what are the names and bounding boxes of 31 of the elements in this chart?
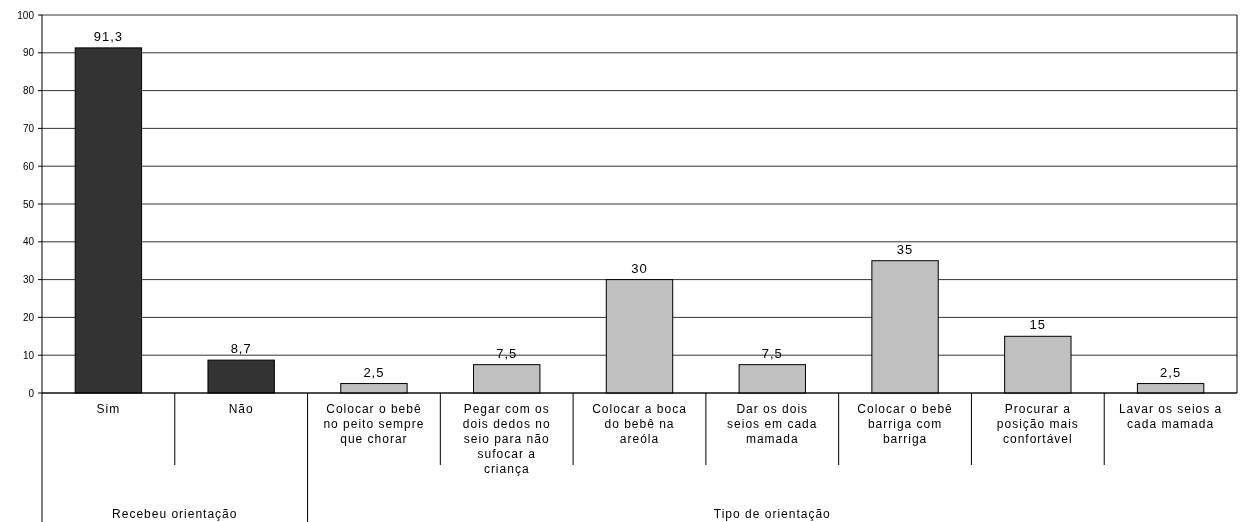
data-label: 7,5 [761,345,783,361]
x-tick-label: Não [228,402,254,416]
y-tick-label: 50 [22,198,35,210]
x-tick-label: Dar os dois seios em cada mamada [727,402,818,446]
data-label: 91,3 [93,28,124,44]
x-tick-label: Sim [96,402,121,416]
y-tick-label: 20 [22,311,35,323]
x-tick-label: Lavar os seios a cada mamada [1118,402,1223,431]
x-tick-label: Colocar o bebê barriga com barriga [857,402,953,446]
text: Tipo de orientação [713,507,831,521]
y-tick-label: 40 [22,236,35,248]
data-label: 8,7 [230,341,252,357]
data-label: 2,5 [1160,364,1182,380]
data-label: 35 [896,241,914,257]
y-tick-label: 60 [22,160,35,172]
y-tick-label: 100 [17,9,35,21]
text: Recebeu orientação [112,507,238,521]
x-tick-label: Colocar o bebê no peito sempre que chorar [323,402,425,446]
y-tick-label: 70 [22,122,35,134]
y-tick-label: 90 [22,47,35,59]
x-tick-label: Procurar a posição mais confortável [996,402,1079,446]
y-tick-label: 80 [22,85,35,97]
data-label: 15 [1029,317,1047,333]
data-label: 30 [631,260,648,276]
data-label: 2,5 [363,364,385,380]
x-tick-label: Colocar a boca do bebê na areóla [592,402,687,446]
y-tick-label: 30 [22,274,35,286]
x-tick-label: Pegar com os dois dedos no seio para não sufocar a criança [462,402,551,476]
data-label: 7,5 [496,345,518,361]
y-tick-label: 0 [28,387,35,399]
y-tick-label: 10 [22,349,35,361]
